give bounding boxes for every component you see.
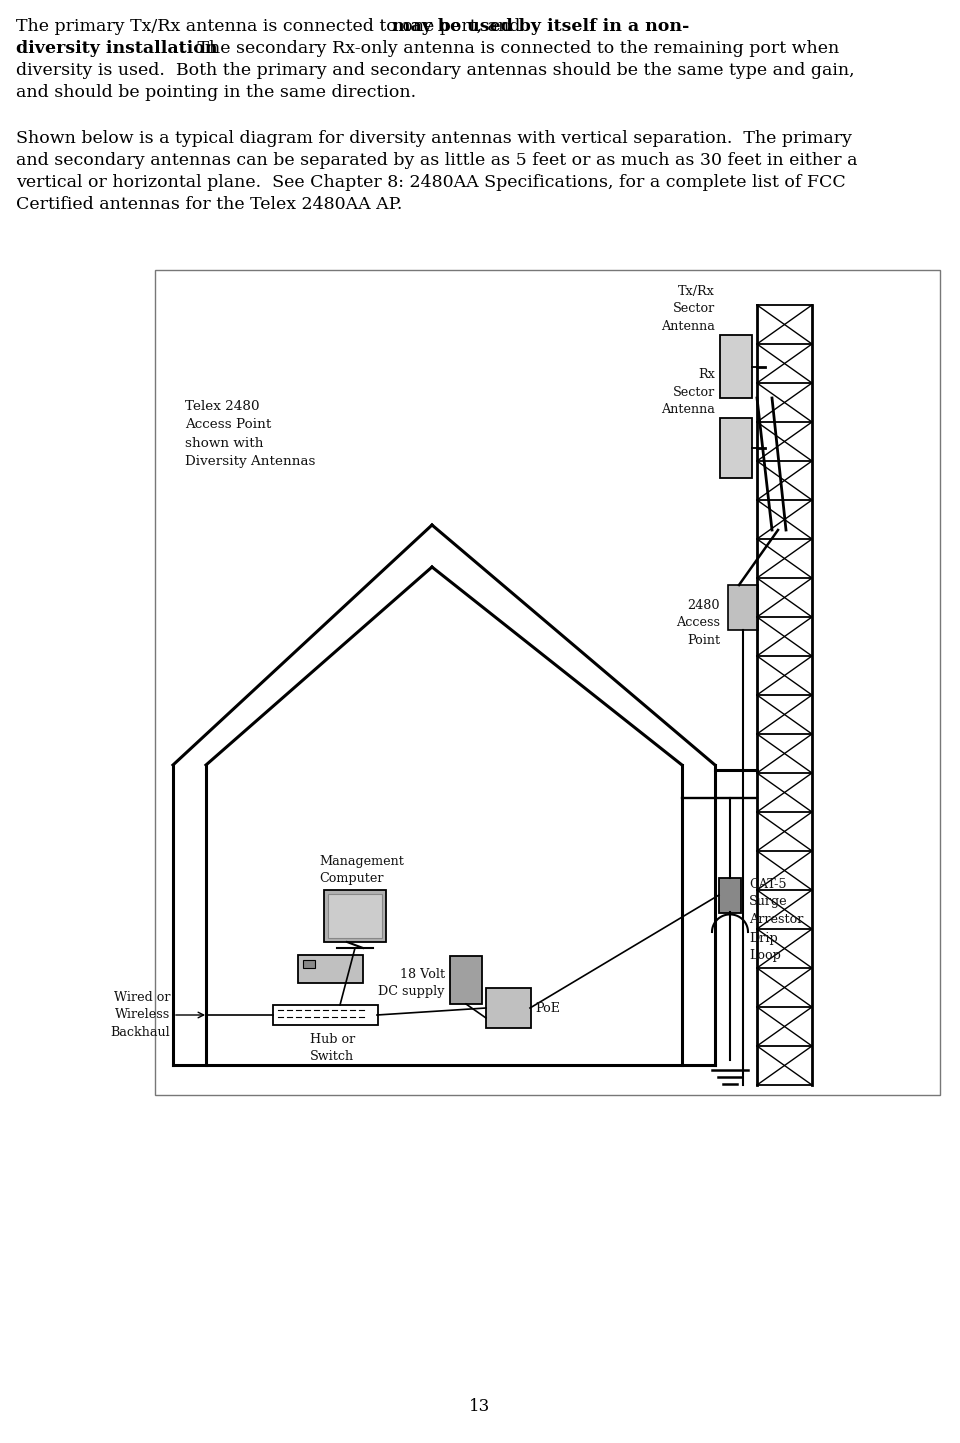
Text: may be used by itself in a non-: may be used by itself in a non- [393, 17, 689, 35]
Text: 13: 13 [469, 1398, 491, 1416]
Text: Telex 2480
Access Point
shown with
Diversity Antennas: Telex 2480 Access Point shown with Diver… [185, 400, 316, 469]
Bar [720, 418, 752, 478]
Bar [303, 960, 315, 968]
Text: Hub or
Switch: Hub or Switch [310, 1033, 355, 1063]
Text: 2480
Access
Point: 2480 Access Point [676, 599, 720, 646]
Text: Rx
Sector
Antenna: Rx Sector Antenna [661, 368, 715, 416]
Text: CAT-5
Surge
Arrestor: CAT-5 Surge Arrestor [749, 877, 804, 926]
Text: Wired or
Wireless
Backhaul: Wired or Wireless Backhaul [110, 991, 170, 1039]
Text: and should be pointing in the same direction.: and should be pointing in the same direc… [16, 84, 416, 101]
Bar [155, 270, 940, 1095]
Text: Shown below is a typical diagram for diversity antennas with vertical separation: Shown below is a typical diagram for div… [16, 130, 852, 147]
Text: and secondary antennas can be separated by as little as 5 feet or as much as 30 : and secondary antennas can be separated … [16, 152, 857, 169]
Bar [298, 955, 363, 983]
Text: Management
Computer: Management Computer [319, 854, 404, 885]
Text: 18 Volt
DC supply: 18 Volt DC supply [378, 968, 445, 999]
Bar [273, 1004, 378, 1025]
Text: Certified antennas for the Telex 2480AA AP.: Certified antennas for the Telex 2480AA … [16, 196, 402, 214]
Text: vertical or horizontal plane.  See Chapter 8: 2480AA Specifications, for a compl: vertical or horizontal plane. See Chapte… [16, 175, 846, 190]
Text: .  The secondary Rx-only antenna is connected to the remaining port when: . The secondary Rx-only antenna is conne… [181, 40, 839, 58]
Bar [450, 957, 482, 1004]
Text: diversity installation: diversity installation [16, 40, 218, 58]
Bar [486, 988, 531, 1027]
Text: The primary Tx/Rx antenna is connected to one port, and: The primary Tx/Rx antenna is connected t… [16, 17, 526, 35]
Text: Drip
Loop: Drip Loop [749, 932, 780, 962]
Text: Tx/Rx
Sector
Antenna: Tx/Rx Sector Antenna [661, 286, 715, 333]
Bar [719, 877, 741, 913]
Text: PoE: PoE [535, 1001, 560, 1014]
Bar [720, 335, 752, 398]
Text: diversity is used.  Both the primary and secondary antennas should be the same t: diversity is used. Both the primary and … [16, 62, 854, 79]
Bar [328, 895, 382, 938]
Bar [728, 584, 758, 631]
Bar [324, 890, 386, 942]
